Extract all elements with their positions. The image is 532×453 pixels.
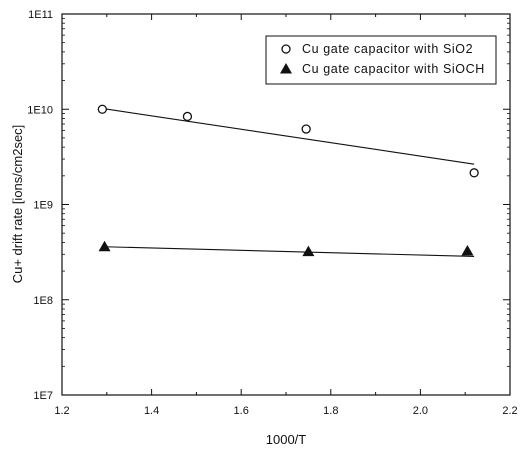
sioch-data-point bbox=[302, 245, 315, 257]
legend-label-sio2: Cu gate capacitor with SiO2 bbox=[302, 42, 473, 56]
legend-box bbox=[265, 35, 497, 85]
x-tick-label: 2.2 bbox=[502, 405, 517, 417]
legend-marker-sio2 bbox=[281, 44, 291, 54]
fit-lines bbox=[102, 107, 475, 257]
y-axis-label: Cu+ drift rate [ions/cm2sec] bbox=[10, 125, 25, 284]
sioch-data-point bbox=[98, 240, 111, 252]
sio2-fit-line bbox=[102, 107, 475, 165]
y-tick-label: 1E11 bbox=[28, 9, 53, 21]
axis-ticks: 1.2 1.4 1.6 1.8 2.0 2.2 1E7 1E8 1E9 1E10 1E11 bbox=[27, 9, 517, 417]
sioch-data-point bbox=[461, 244, 474, 256]
x-tick-label: 1.6 bbox=[234, 405, 249, 417]
data-points bbox=[97, 104, 479, 257]
y-tick-label: 1E7 bbox=[33, 390, 53, 402]
sioch-fit-line bbox=[104, 246, 475, 257]
legend-label-sioch: Cu gate capacitor with SiOCH bbox=[302, 62, 485, 76]
legend-marker-sioch bbox=[280, 63, 292, 74]
sio2-data-point bbox=[301, 124, 311, 134]
legend: Cu gate capacitor with SiO2 Cu gate capac… bbox=[265, 35, 497, 85]
sio2-data-point bbox=[182, 111, 193, 122]
y-tick-label: 1E8 bbox=[33, 295, 53, 307]
sio2-data-point bbox=[97, 104, 107, 114]
y-tick-label: 1E10 bbox=[27, 104, 53, 116]
x-tick-label: 1.4 bbox=[144, 405, 159, 417]
sio2-data-point bbox=[469, 168, 479, 178]
y-tick-label: 1E9 bbox=[33, 200, 53, 212]
x-axis-label: 1000/T bbox=[266, 432, 307, 447]
x-tick-label: 1.8 bbox=[323, 405, 338, 417]
x-tick-label: 1.2 bbox=[54, 405, 69, 417]
x-tick-label: 2.0 bbox=[413, 405, 428, 417]
